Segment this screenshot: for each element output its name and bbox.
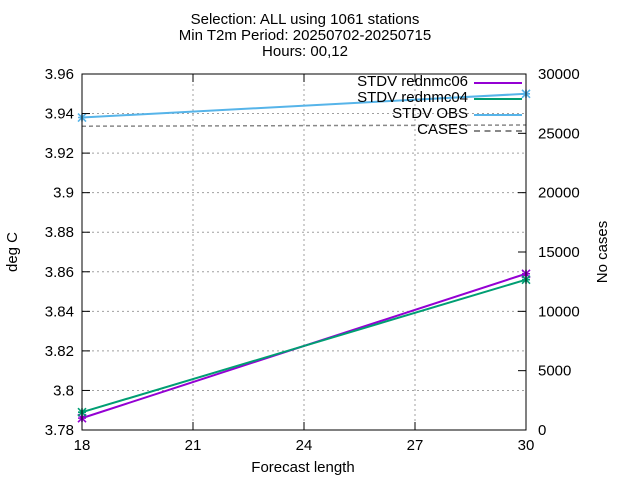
axis-ticks: 3.78 3.8 3.82 3.84 3.86 3.88 3.9 3.92 3.94 3.96 0 5…: [45, 66, 580, 454]
y-tick-label: 3.84: [45, 303, 74, 320]
legend-entry-rednmc04: STDV rednmc04: [268, 90, 528, 106]
x-tick-label: 27: [407, 437, 424, 454]
chart-title-line-1: Selection: ALL using 1061 stations: [190, 11, 420, 28]
legend-swatch: [474, 82, 522, 84]
x-tick-label: 18: [74, 437, 91, 454]
x-tick-label: 21: [185, 437, 202, 454]
x-tick-label: 24: [296, 437, 313, 454]
legend-swatch: [474, 98, 522, 100]
legend-entry-obs: STDV OBS: [268, 106, 528, 122]
y2-tick-label: 0: [538, 422, 546, 439]
y-tick-label: 3.82: [45, 343, 74, 360]
legend-entry-cases: CASES: [268, 122, 528, 138]
y-tick-label: 3.86: [45, 264, 74, 281]
y-tick-label: 3.78: [45, 422, 74, 439]
y-tick-label: 3.9: [53, 185, 74, 202]
y-tick-label: 3.96: [45, 66, 74, 83]
chart-title-line-2: Min T2m Period: 20250702-20250715: [178, 27, 432, 44]
y-tick-label: 3.88: [45, 224, 74, 241]
legend-swatch: [474, 130, 522, 132]
legend-label: STDV OBS: [392, 105, 468, 122]
y2-tick-label: 10000: [538, 303, 580, 320]
legend-label: CASES: [417, 121, 468, 138]
y-tick-label: 3.8: [53, 382, 74, 399]
y2-tick-label: 25000: [538, 125, 580, 142]
series-line-3: [81, 92, 527, 119]
x-tick-label: 30: [518, 437, 535, 454]
y2-axis-label: No cases: [594, 221, 611, 284]
y-tick-label: 3.92: [45, 145, 74, 162]
grid-lines: [82, 74, 526, 430]
chart-title-line-3: Hours: 00,12: [262, 43, 348, 60]
y2-tick-label: 20000: [538, 185, 580, 202]
legend-entry-rednmc06: STDV rednmc06: [268, 74, 528, 90]
y2-tick-label: 15000: [538, 244, 580, 261]
legend-label: STDV rednmc04: [357, 89, 468, 106]
y-axis-label: deg C: [4, 232, 21, 272]
y2-tick-label: 5000: [538, 363, 571, 380]
y2-tick-label: 30000: [538, 66, 580, 83]
legend-label: STDV rednmc06: [357, 73, 468, 90]
legend-swatch: [474, 114, 522, 116]
y-tick-label: 3.94: [45, 106, 74, 123]
legend: STDV rednmc06 STDV rednmc04 STDV OBS CAS…: [268, 74, 528, 138]
series-line-2: [81, 278, 527, 414]
x-axis-label: Forecast length: [251, 459, 354, 476]
